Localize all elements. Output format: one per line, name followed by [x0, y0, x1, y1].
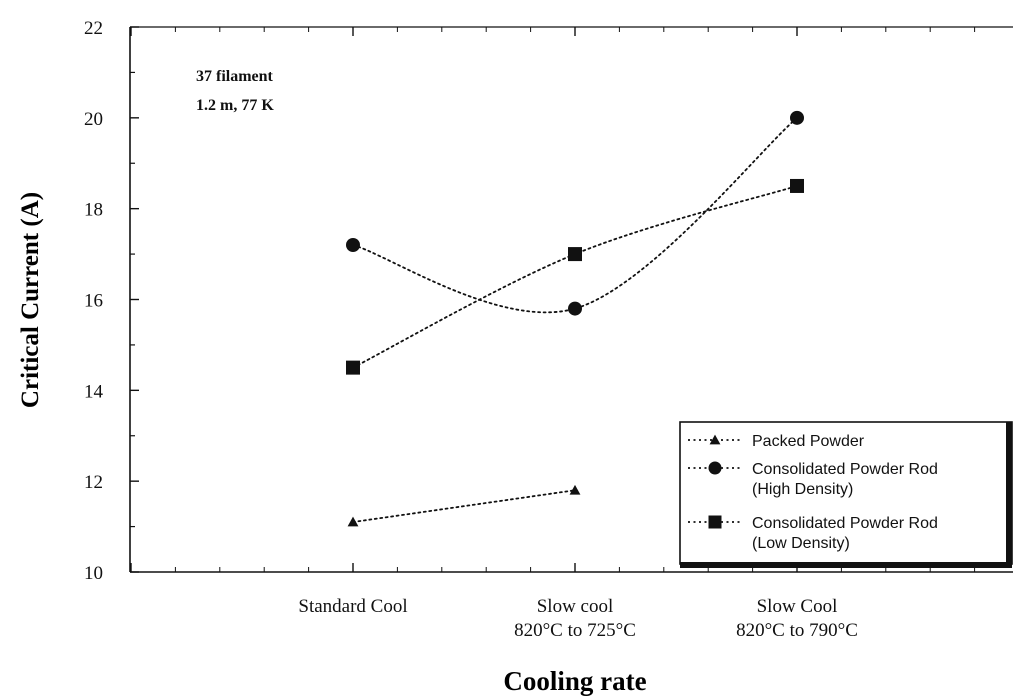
x-axis-ticks: Standard Cool Slow cool 820°C to 725°C Slow…: [130, 27, 976, 641]
y-tick-label: 14: [84, 381, 104, 402]
legend-label: Consolidated Powder Rod: [752, 515, 938, 532]
annotation-line: 1.2 m, 77 K: [196, 97, 274, 114]
data-point-triangle: [347, 516, 359, 527]
legend: Packed Powder Consolidated Powder Rod (Hig…: [679, 421, 1013, 568]
series-line-square: [352, 185, 798, 369]
data-point-circle: [568, 301, 582, 316]
legend-box: [679, 421, 1013, 565]
data-point-triangle: [569, 484, 581, 495]
series-line-triangle: [352, 489, 576, 523]
series-line-circle: [352, 116, 798, 314]
x-category-label: Standard Cool: [298, 596, 407, 617]
legend-marker-triangle: [709, 434, 721, 445]
x-axis-title: Cooling rate: [503, 666, 646, 696]
y-tick-label: 10: [84, 563, 103, 584]
y-axis-ticks: 10 12 14 16 18 20 22: [84, 18, 139, 584]
y-tick-label: 12: [84, 472, 103, 493]
y-tick-label: 16: [84, 291, 103, 312]
y-axis-title: Critical Current (A): [17, 192, 44, 408]
legend-label: Packed Powder: [752, 433, 865, 450]
legend-label: (Low Density): [752, 535, 850, 552]
annotation: 37 filament 1.2 m, 77 K: [196, 68, 274, 114]
data-point-circle: [790, 110, 804, 125]
legend-marker-circle: [708, 461, 722, 475]
data-point-square: [568, 247, 582, 262]
data-point-square: [790, 178, 804, 193]
legend-shadow-right: [1006, 422, 1012, 568]
y-tick-label: 18: [84, 200, 103, 221]
legend-label: (High Density): [752, 481, 853, 498]
annotation-line: 37 filament: [196, 68, 274, 85]
x-category-label: 820°C to 790°C: [736, 620, 858, 641]
y-tick-label: 22: [84, 18, 103, 39]
series-markers: [346, 110, 804, 527]
data-point-square: [346, 360, 360, 375]
legend-label: Consolidated Powder Rod: [752, 461, 938, 478]
data-point-circle: [346, 238, 360, 252]
x-category-label: Slow Cool: [757, 596, 838, 617]
x-category-label: Slow cool: [537, 596, 614, 617]
legend-marker-square: [708, 515, 722, 529]
x-category-label: 820°C to 725°C: [514, 620, 636, 641]
y-tick-label: 20: [84, 109, 103, 130]
legend-shadow-bottom: [680, 562, 1012, 568]
